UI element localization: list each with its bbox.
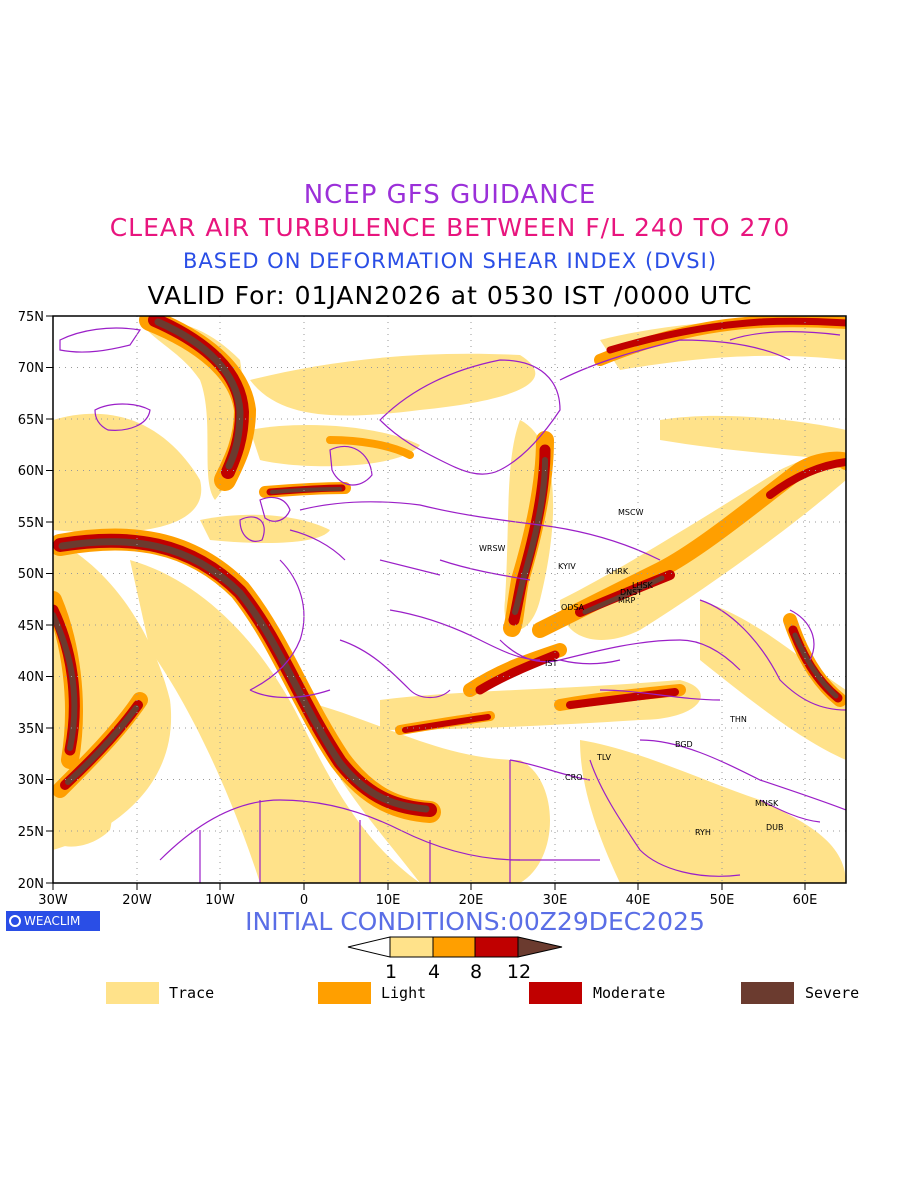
- city-label: CRO: [565, 773, 582, 782]
- brand-label: WEACLIM: [24, 914, 81, 928]
- valid-time-title: VALID For: 01JAN2026 at 0530 IST /0000 U…: [147, 281, 753, 310]
- city-label: DNST: [620, 588, 642, 597]
- colorbar-trace: [389, 936, 434, 958]
- lat-label: 40N: [18, 670, 44, 685]
- initial-conditions-label: INITIAL CONDITIONS:00Z29DEC2025: [245, 907, 705, 936]
- city-label: LHSK: [632, 581, 654, 590]
- legend-swatch-moderate: [529, 982, 582, 1004]
- city-label: THN: [729, 715, 747, 724]
- circle-logo-icon: [9, 915, 21, 927]
- city-label: DUB: [766, 823, 784, 832]
- lon-label: 10W: [205, 893, 235, 908]
- lat-label: 70N: [18, 361, 44, 376]
- legend-label-light: Light: [381, 984, 427, 1002]
- lat-label: 30N: [18, 773, 44, 788]
- lat-label: 45N: [18, 619, 44, 634]
- city-label: KYIV: [558, 562, 576, 571]
- lon-label: 20W: [122, 893, 152, 908]
- lat-label: 65N: [18, 413, 44, 428]
- map-plot-area: MSCW WRSW KYIV KHRK LHSK DNST MRP ODSA I…: [53, 316, 846, 883]
- lat-label: 75N: [18, 310, 44, 325]
- axis-ticks: [46, 315, 806, 890]
- city-label: ODSA: [561, 603, 585, 612]
- colorbar-tick: 8: [470, 961, 482, 983]
- lat-label: 60N: [18, 464, 44, 479]
- lon-label: 10E: [376, 893, 401, 908]
- lat-label: 50N: [18, 567, 44, 582]
- legend-swatch-severe: [741, 982, 794, 1004]
- lon-label: 50E: [710, 893, 735, 908]
- lon-label: 30E: [543, 893, 568, 908]
- lon-label: 60E: [793, 893, 818, 908]
- city-label: MNSK: [755, 799, 779, 808]
- colorbar-upper-arrow: [517, 936, 563, 958]
- colorbar: 1 4 8 12: [347, 936, 563, 983]
- legend-label-moderate: Moderate: [593, 984, 666, 1002]
- city-label: RYH: [695, 828, 711, 837]
- title-line-3: BASED ON DEFORMATION SHEAR INDEX (DVSI): [182, 249, 718, 273]
- legend-swatch-trace: [106, 982, 159, 1004]
- city-label: KHRK: [606, 567, 629, 576]
- city-label: MRP: [618, 596, 635, 605]
- map-frame: [52, 315, 847, 884]
- latitude-labels: 75N 70N 65N 60N 55N 50N 45N 40N 35N 30N …: [18, 310, 44, 892]
- weaclim-badge: WEACLIM: [6, 911, 100, 931]
- lon-label: 40E: [626, 893, 651, 908]
- country-borders: [59, 327, 846, 883]
- lat-label: 35N: [18, 722, 44, 737]
- city-labels: MSCW WRSW KYIV KHRK LHSK DNST MRP ODSA I…: [479, 508, 784, 837]
- lon-label: 30W: [38, 893, 68, 908]
- severe-cores: [53, 318, 839, 813]
- colorbar-lower-arrow: [347, 936, 391, 958]
- lon-label: 0: [300, 893, 308, 908]
- colorbar-moderate: [474, 936, 519, 958]
- lat-label: 25N: [18, 825, 44, 840]
- city-label: TLV: [596, 753, 611, 762]
- city-label: IST: [545, 659, 557, 668]
- colorbar-light: [432, 936, 476, 958]
- city-label: BGD: [675, 740, 693, 749]
- city-label: MSCW: [618, 508, 644, 517]
- longitude-labels: 30W 20W 10W 0 10E 20E 30E 40E 50E 60E: [38, 893, 817, 908]
- lat-lon-grid: [53, 316, 846, 883]
- colorbar-tick: 4: [428, 961, 440, 983]
- lat-label: 20N: [18, 877, 44, 892]
- legend-label-trace: Trace: [169, 984, 215, 1002]
- legend-swatch-light: [318, 982, 371, 1004]
- title-line-1: NCEP GFS GUIDANCE: [303, 180, 597, 210]
- city-label: WRSW: [479, 544, 506, 553]
- colorbar-tick: 1: [385, 961, 397, 983]
- legend-label-severe: Severe: [805, 984, 860, 1002]
- lat-label: 55N: [18, 516, 44, 531]
- title-line-2: CLEAR AIR TURBULENCE BETWEEN F/L 240 TO …: [109, 213, 791, 242]
- lon-label: 20E: [459, 893, 484, 908]
- colorbar-tick: 12: [507, 961, 531, 983]
